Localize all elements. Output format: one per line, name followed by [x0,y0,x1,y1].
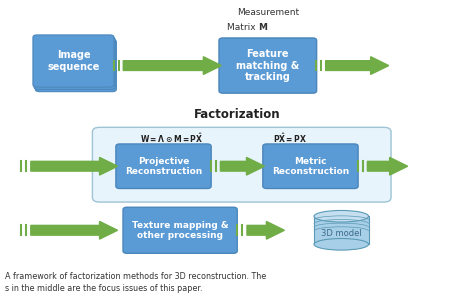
Text: $\mathbf{P\hat{X} = PX}$: $\mathbf{P\hat{X} = PX}$ [273,131,307,145]
Text: Projective
Reconstruction: Projective Reconstruction [125,156,202,176]
Text: Metric
Reconstruction: Metric Reconstruction [272,156,349,176]
Text: $\mathbf{W = \Lambda\odot M = P\hat{X}}$: $\mathbf{W = \Lambda\odot M = P\hat{X}}$ [140,131,203,145]
Text: Matrix: Matrix [227,23,258,32]
Text: Measurement: Measurement [237,8,299,17]
Polygon shape [326,57,389,74]
Text: Factorization: Factorization [194,108,280,121]
FancyBboxPatch shape [92,127,391,202]
Text: 3D model: 3D model [321,229,362,238]
Text: M: M [258,23,267,32]
FancyBboxPatch shape [219,38,317,93]
FancyBboxPatch shape [35,40,117,92]
Polygon shape [123,57,221,74]
Polygon shape [31,157,118,175]
FancyBboxPatch shape [123,207,237,253]
Polygon shape [31,221,118,239]
Ellipse shape [314,210,368,222]
FancyBboxPatch shape [116,144,211,188]
Text: Texture mapping &
other processing: Texture mapping & other processing [132,221,228,240]
FancyBboxPatch shape [33,35,114,87]
Polygon shape [220,157,264,175]
Polygon shape [367,157,408,175]
Text: A framework of factorization methods for 3D reconstruction. The: A framework of factorization methods for… [5,271,266,281]
Polygon shape [314,216,368,244]
Text: Feature
matching &
tracking: Feature matching & tracking [236,49,300,82]
FancyBboxPatch shape [34,37,115,89]
FancyBboxPatch shape [263,144,358,188]
Ellipse shape [314,239,368,250]
Polygon shape [247,221,284,239]
Text: s in the middle are the focus issues of this paper.: s in the middle are the focus issues of … [5,284,202,293]
Text: Image
sequence: Image sequence [47,50,100,72]
